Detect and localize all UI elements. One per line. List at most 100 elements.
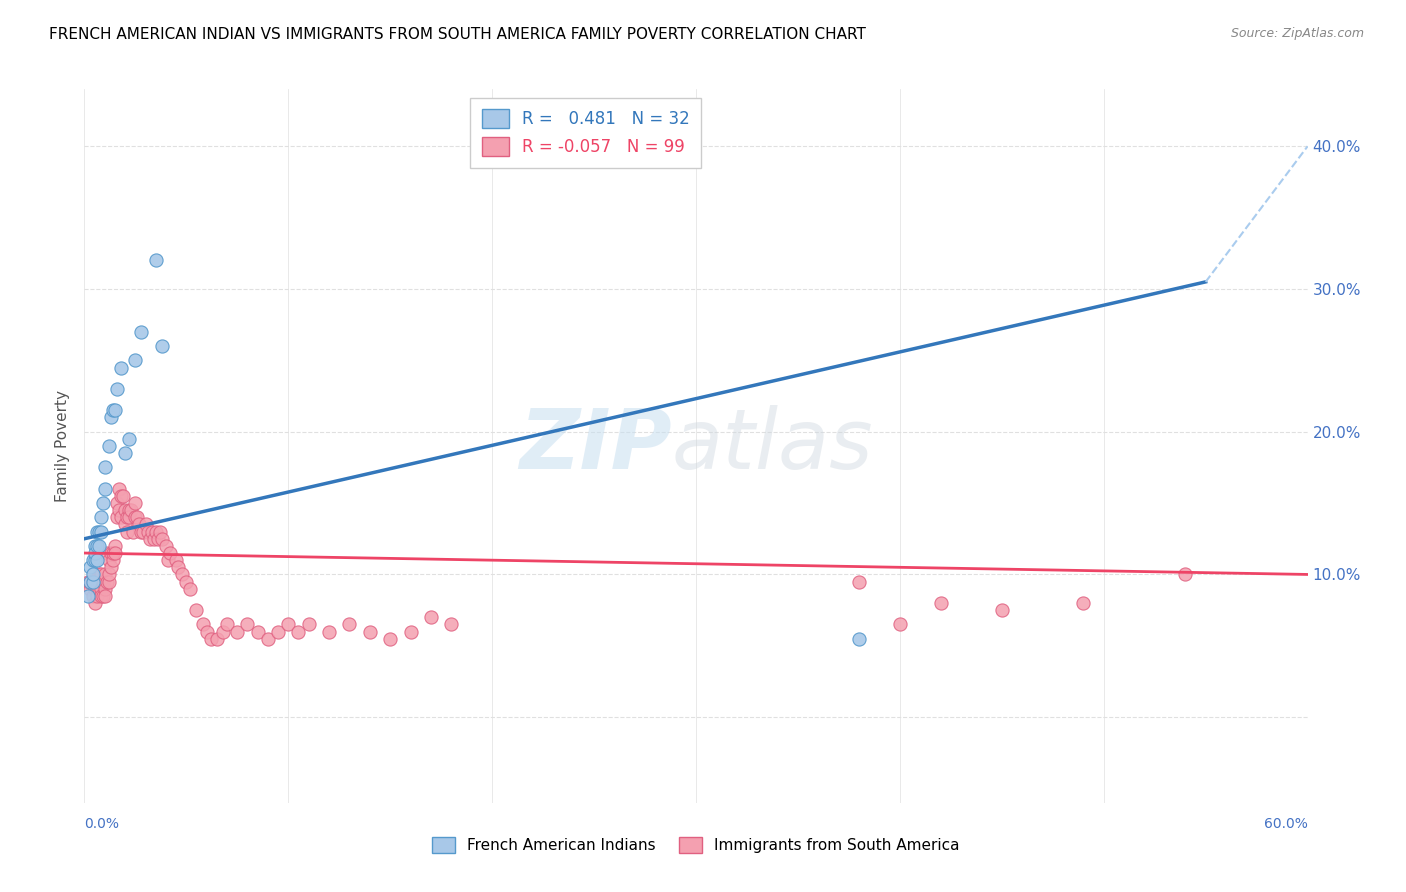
Point bbox=[110, 360, 132, 375]
Point bbox=[82, 574, 104, 589]
Point bbox=[91, 496, 114, 510]
Point bbox=[101, 403, 124, 417]
Point bbox=[91, 574, 114, 589]
Point bbox=[82, 567, 104, 582]
Point bbox=[848, 574, 870, 589]
Point bbox=[217, 617, 239, 632]
Point bbox=[889, 617, 911, 632]
Point bbox=[110, 510, 132, 524]
Point bbox=[339, 617, 361, 632]
Point bbox=[108, 482, 131, 496]
Point bbox=[124, 510, 146, 524]
Point bbox=[90, 582, 112, 596]
Point bbox=[131, 325, 153, 339]
Point bbox=[149, 524, 172, 539]
Point bbox=[200, 632, 222, 646]
Point bbox=[277, 617, 299, 632]
Point bbox=[186, 603, 208, 617]
Point bbox=[167, 560, 190, 574]
Point bbox=[120, 503, 142, 517]
Point bbox=[359, 624, 381, 639]
Text: atlas: atlas bbox=[672, 406, 873, 486]
Point bbox=[105, 510, 128, 524]
Point bbox=[128, 517, 150, 532]
Point bbox=[97, 567, 120, 582]
Point bbox=[298, 617, 321, 632]
Point bbox=[1174, 567, 1197, 582]
Point bbox=[101, 553, 124, 567]
Point bbox=[205, 632, 228, 646]
Point bbox=[83, 539, 105, 553]
Point bbox=[124, 353, 146, 368]
Point bbox=[83, 582, 105, 596]
Point bbox=[93, 582, 115, 596]
Point bbox=[142, 532, 165, 546]
Point bbox=[246, 624, 269, 639]
Legend: French American Indians, Immigrants from South America: French American Indians, Immigrants from… bbox=[426, 830, 966, 859]
Point bbox=[122, 524, 145, 539]
Point bbox=[86, 574, 108, 589]
Point bbox=[115, 510, 138, 524]
Point bbox=[155, 539, 177, 553]
Point bbox=[100, 546, 122, 560]
Point bbox=[110, 489, 132, 503]
Point bbox=[87, 582, 110, 596]
Point bbox=[114, 517, 136, 532]
Point bbox=[174, 574, 197, 589]
Point bbox=[848, 632, 870, 646]
Point bbox=[118, 432, 141, 446]
Point bbox=[138, 532, 160, 546]
Point bbox=[93, 460, 115, 475]
Point bbox=[83, 596, 105, 610]
Point bbox=[156, 553, 179, 567]
Point bbox=[118, 510, 141, 524]
Y-axis label: Family Poverty: Family Poverty bbox=[55, 390, 70, 502]
Point bbox=[146, 532, 169, 546]
Point bbox=[90, 524, 112, 539]
Point bbox=[991, 603, 1014, 617]
Point bbox=[108, 503, 131, 517]
Point bbox=[79, 560, 101, 574]
Text: 0.0%: 0.0% bbox=[84, 817, 120, 831]
Text: Source: ZipAtlas.com: Source: ZipAtlas.com bbox=[1230, 27, 1364, 40]
Point bbox=[114, 446, 136, 460]
Point bbox=[86, 589, 108, 603]
Point bbox=[104, 403, 127, 417]
Point bbox=[96, 574, 118, 589]
Point bbox=[399, 624, 422, 639]
Point bbox=[86, 582, 108, 596]
Point bbox=[93, 482, 115, 496]
Point bbox=[1073, 596, 1095, 610]
Point bbox=[93, 567, 115, 582]
Point bbox=[165, 553, 187, 567]
Point bbox=[79, 574, 101, 589]
Point bbox=[440, 617, 463, 632]
Point bbox=[86, 524, 108, 539]
Point bbox=[101, 546, 124, 560]
Point bbox=[287, 624, 309, 639]
Point bbox=[83, 553, 105, 567]
Point bbox=[82, 589, 104, 603]
Point bbox=[79, 574, 101, 589]
Point bbox=[136, 524, 159, 539]
Point bbox=[93, 589, 115, 603]
Point bbox=[179, 582, 201, 596]
Point bbox=[118, 503, 141, 517]
Point bbox=[96, 546, 118, 560]
Point bbox=[145, 524, 167, 539]
Point bbox=[929, 596, 952, 610]
Point bbox=[380, 632, 402, 646]
Point bbox=[112, 489, 135, 503]
Point bbox=[82, 574, 104, 589]
Point bbox=[79, 582, 101, 596]
Point bbox=[104, 539, 127, 553]
Point bbox=[77, 574, 100, 589]
Point bbox=[100, 560, 122, 574]
Point bbox=[124, 496, 146, 510]
Point bbox=[195, 624, 218, 639]
Point bbox=[83, 574, 105, 589]
Point bbox=[105, 496, 128, 510]
Point bbox=[86, 553, 108, 567]
Point bbox=[83, 546, 105, 560]
Point bbox=[90, 589, 112, 603]
